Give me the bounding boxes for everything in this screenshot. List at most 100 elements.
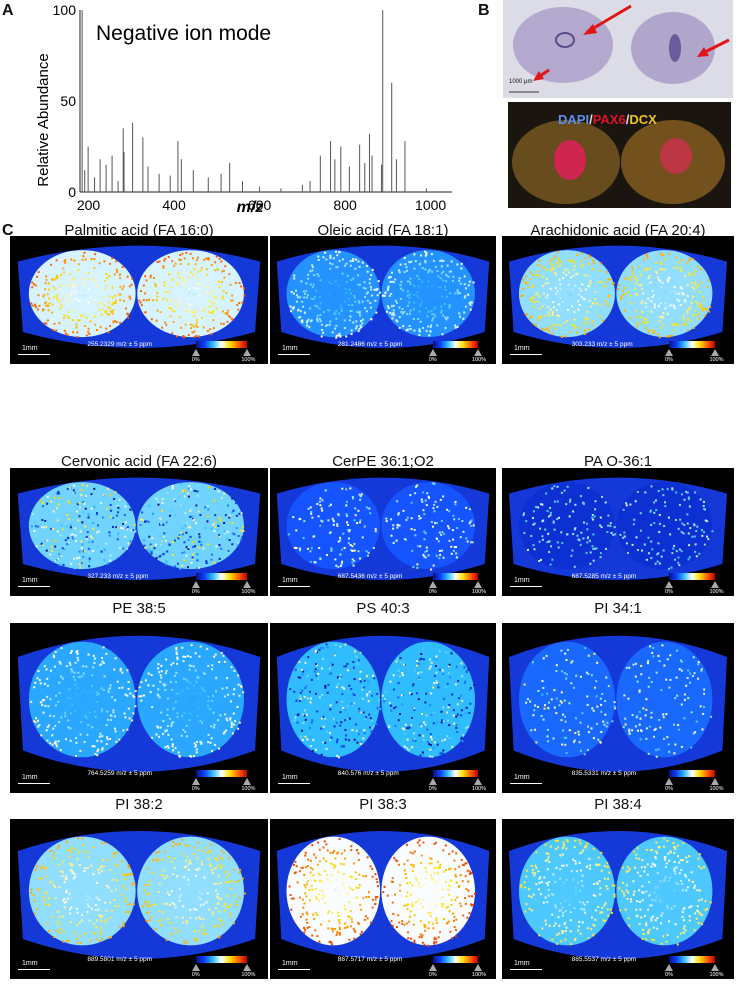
colorbar-min-marker <box>191 778 200 785</box>
msi-ion-image: 1mm 887.5717 m/z ± 5 ppm 0% 100% <box>270 819 496 979</box>
scale-bar <box>18 586 50 587</box>
scale-bar <box>18 969 50 970</box>
scale-bar-label: 1mm <box>514 577 530 584</box>
colorbar-min-marker <box>428 349 437 356</box>
colorbar-max-label: 100% <box>471 589 486 595</box>
colorbar-max-label: 100% <box>709 357 724 363</box>
ion-image-drawing <box>17 245 261 348</box>
scale-bar-label: 1mm <box>22 577 38 584</box>
colorbar <box>195 956 248 963</box>
immunofluorescence-image: DAPI/PAX6/DCX <box>508 102 731 208</box>
scale-bar-label: 1mm <box>282 960 298 967</box>
mz-label: 885.5537 m/z ± 5 ppm <box>571 956 637 963</box>
scale-bar-label: 1mm <box>514 960 530 967</box>
msi-ion-image: 1mm 889.5801 m/z ± 5 ppm 0% 100% <box>10 819 268 979</box>
colorbar-min-label: 0% <box>665 786 673 792</box>
msi-ion-image: 1mm 764.5259 m/z ± 5 ppm 0% 100% <box>10 623 268 793</box>
scale-bar-label: 1mm <box>22 345 38 352</box>
colorbar <box>195 573 248 580</box>
colorbar-max-label: 100% <box>241 786 256 792</box>
tile-title: PI 38:3 <box>359 796 407 813</box>
colorbar-max-marker <box>711 581 720 588</box>
tile-title: PA O-36:1 <box>583 453 653 470</box>
colorbar-min-marker <box>191 581 200 588</box>
mass-spectrum-chart: Negative ion mode Relative Abundance m/z… <box>35 2 452 216</box>
tile-title: Oleic acid (FA 18:1) <box>317 222 449 239</box>
spectrum-title: Negative ion mode <box>96 22 271 45</box>
colorbar <box>432 341 478 348</box>
histology-scale-label: 1000 µm <box>509 79 533 85</box>
ion-image-drawing <box>276 245 490 348</box>
colorbar-max-label: 100% <box>709 786 724 792</box>
colorbar-min-label: 0% <box>428 589 437 595</box>
colorbar <box>195 770 248 777</box>
colorbar-min-marker <box>665 349 674 356</box>
mz-label: 835.5331 m/z ± 5 ppm <box>571 770 637 777</box>
colorbar-min-marker <box>191 964 200 971</box>
panel-label-b: B <box>478 2 490 19</box>
spectrum-ytick-label: 50 <box>60 93 76 109</box>
tile-title: PI 38:4 <box>594 796 642 813</box>
stain-sep-1: / <box>589 112 593 127</box>
tile-title: Arachidonic acid (FA 20:4) <box>530 222 706 239</box>
colorbar-min-label: 0% <box>191 972 200 978</box>
colorbar-max-marker <box>473 964 482 971</box>
colorbar-max-label: 100% <box>241 972 256 978</box>
msi-ion-image: 1mm 687.5436 m/z ± 5 ppm 0% 100% <box>270 468 496 596</box>
colorbar-min-marker <box>665 581 674 588</box>
colorbar-max-marker <box>243 778 252 785</box>
colorbar-min-label: 0% <box>191 786 200 792</box>
colorbar-min-label: 0% <box>428 357 437 363</box>
ion-image-drawing <box>17 477 261 580</box>
mz-label: 764.5259 m/z ± 5 ppm <box>87 770 153 777</box>
ion-image-drawing <box>276 477 490 580</box>
spectrum-xtick-label: 200 <box>77 197 101 213</box>
scale-bar-label: 1mm <box>514 345 530 352</box>
scale-bar-label: 1mm <box>282 577 298 584</box>
colorbar <box>669 573 716 580</box>
scale-bar <box>510 354 542 355</box>
colorbar <box>432 573 478 580</box>
colorbar-max-marker <box>243 349 252 356</box>
tile-title: Palmitic acid (FA 16:0) <box>64 222 214 239</box>
colorbar <box>669 956 716 963</box>
tile-title: PE 38:5 <box>112 600 166 617</box>
colorbar-max-label: 100% <box>471 786 486 792</box>
scale-bar <box>18 783 50 784</box>
colorbar-min-label: 0% <box>428 786 437 792</box>
tile-title: Cervonic acid (FA 22:6) <box>61 453 217 470</box>
mz-label: 303.233 m/z ± 5 ppm <box>571 341 633 348</box>
colorbar-min-label: 0% <box>665 357 673 363</box>
stain-legend: DAPI/PAX6/DCX <box>558 112 657 127</box>
colorbar-max-marker <box>473 581 482 588</box>
scale-bar <box>278 586 310 587</box>
spectrum-xtick-label: 800 <box>333 197 357 213</box>
ion-image-drawing <box>17 635 261 772</box>
tile-title: PI 34:1 <box>594 600 642 617</box>
ion-image-drawing <box>508 477 728 580</box>
colorbar <box>669 341 716 348</box>
mz-label: 687.5285 m/z ± 5 ppm <box>571 573 637 580</box>
stain-dcx: DCX <box>629 112 657 127</box>
scale-bar-label: 1mm <box>282 345 298 352</box>
colorbar-min-marker <box>665 964 674 971</box>
mz-label: 281.2486 m/z ± 5 ppm <box>337 341 403 348</box>
colorbar-min-label: 0% <box>665 589 673 595</box>
ion-image-drawing <box>508 831 728 959</box>
colorbar-min-marker <box>428 964 437 971</box>
colorbar-max-label: 100% <box>471 357 486 363</box>
scale-bar <box>278 783 310 784</box>
colorbar-max-marker <box>711 964 720 971</box>
stain-sep-2: / <box>625 112 630 127</box>
colorbar-max-marker <box>473 349 482 356</box>
histology-drawing <box>509 4 730 93</box>
colorbar <box>195 341 248 348</box>
msi-ion-image: 1mm 835.5331 m/z ± 5 ppm 0% 100% <box>502 623 734 793</box>
colorbar-min-label: 0% <box>191 357 200 363</box>
colorbar-min-label: 0% <box>665 972 673 978</box>
mz-label: 887.5717 m/z ± 5 ppm <box>337 956 403 963</box>
spectrum-xtick-label: 400 <box>162 197 186 213</box>
colorbar-max-label: 100% <box>241 589 256 595</box>
mz-label: 889.5801 m/z ± 5 ppm <box>87 956 153 963</box>
scale-bar <box>18 354 50 355</box>
